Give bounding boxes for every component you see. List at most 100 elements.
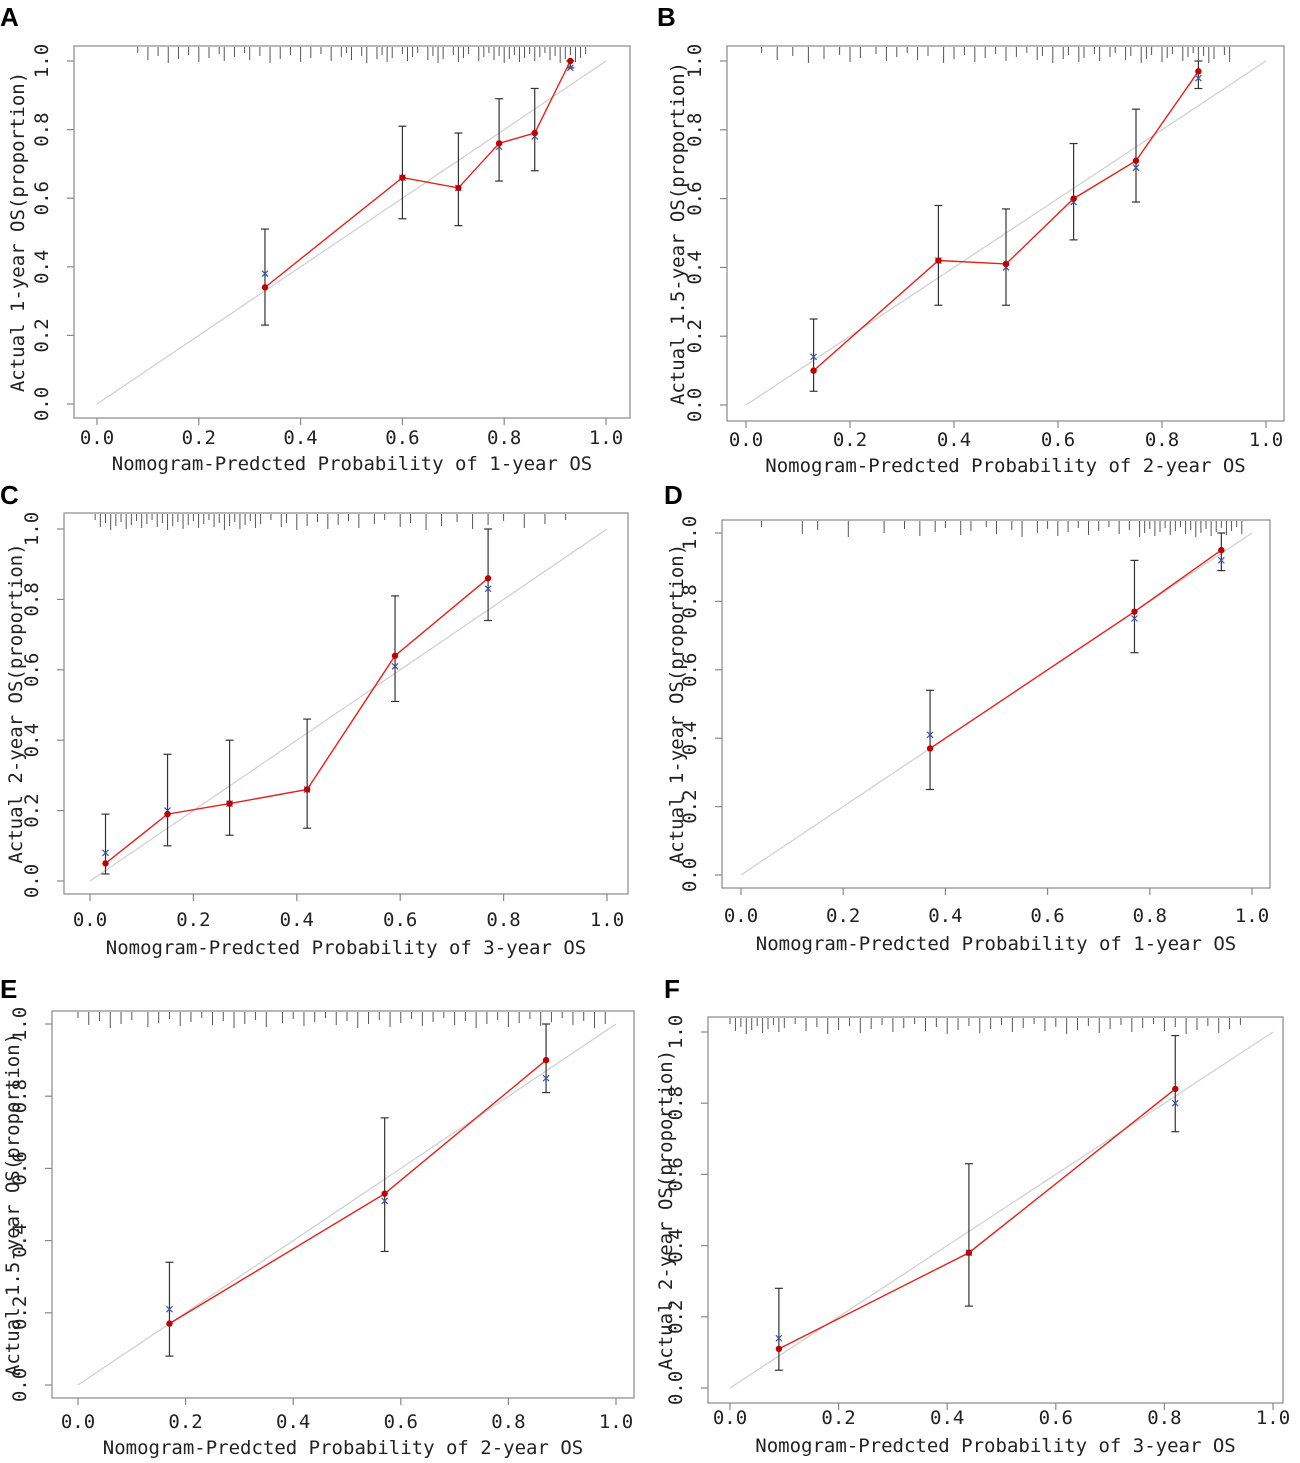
y-tick-label: 0.8 [31,112,53,146]
x-tick-label: 0.8 [486,909,520,931]
observed-point [1070,195,1077,202]
y-axis-title: Actual 2-year OS(proportion) [655,1050,677,1370]
x-tick-label: 0.6 [1030,905,1064,927]
panel-letter: B [657,2,676,32]
x-axis-title: Nomogram-Predcted Probability of 1-year … [756,933,1236,955]
y-tick-label: 0.2 [679,789,701,823]
y-tick-label: 1.0 [665,1015,687,1049]
plot-frame [721,519,1271,889]
x-tick-label: 1.0 [599,1411,633,1433]
panel-e: E 0.0 0.2 0.4 0.6 0.8 1.0 0.0 0.2 0.4 0.6 0.8 1.0 Nom… [0,974,635,1459]
x-tick-label: 0.0 [724,905,758,927]
plot-frame [707,1016,1284,1404]
x-axis-title: Nomogram-Predcted Probability of 2-year … [103,1437,583,1458]
observed-point [810,367,817,374]
y-tick-label: 0.4 [9,1223,31,1257]
x-tick-label: 1.0 [1256,1407,1290,1429]
apparent-x-mark [484,585,492,593]
x-tick-label: 0.6 [383,909,417,931]
observed-point [391,652,399,659]
plot-frame [73,45,631,419]
x-tick-label: 0.8 [1147,1407,1181,1429]
observed-point [542,1056,550,1064]
x-tick-label: 0.2 [182,427,216,449]
ideal-line [89,528,608,882]
observed-point [303,786,311,793]
x-tick-label: 1.0 [589,427,623,449]
y-tick-label: 0.2 [21,793,43,827]
y-tick-label: 0.4 [665,1228,687,1262]
observed-point [484,575,492,582]
panel-letter: F [664,974,680,1004]
y-axis-title: Actual 1-year OS(proportion) [7,72,29,392]
x-tick-label: 0.4 [276,1411,310,1433]
x-tick-label: 0.2 [821,1407,855,1429]
apparent-x-mark [381,1197,389,1205]
apparent-x-mark [775,1334,783,1342]
x-tick-label: 1.0 [590,909,624,931]
x-tick-label: 0.8 [491,1411,525,1433]
observed-point [1218,546,1225,554]
y-axis-title: Actual 2-year OS(proportion) [5,543,27,863]
x-tick-label: 0.8 [1133,905,1167,927]
panel-f: F 0.0 0.2 0.4 0.6 0.8 1.0 0.0 0.2 0.4 0.6 0.8 1.0 Nom… [655,974,1290,1457]
y-tick-label: 0.0 [9,1368,31,1402]
apparent-x-mark [1131,615,1138,622]
x-tick-label: 0.4 [930,1407,964,1429]
panel-b: B0.0 0.2 0.4 0.6 0.8 1.00.00.20.40.60.81.0Nom… [657,2,1285,477]
apparent-x-mark [1194,74,1202,82]
y-axis-title: Actual 1.5-year OS(proportion) [667,62,689,405]
observed-point [775,1345,783,1353]
observed-point [399,174,406,181]
observed-point [381,1190,388,1197]
plot-frame [51,1010,635,1399]
observed-point [495,140,503,147]
y-tick-label: 0.0 [31,387,53,421]
y-tick-label: 0.8 [684,113,706,147]
apparent-x-mark [1132,164,1140,172]
x-tick-label: 0.0 [729,429,763,451]
observed-point [1131,608,1138,615]
plot-frame [726,45,1285,422]
calibration-line [169,1059,547,1325]
y-tick-label: 0.2 [665,1300,687,1334]
y-tick-label: 0.0 [684,388,706,422]
y-tick-label: 0.4 [679,721,701,755]
x-tick-label: 0.0 [61,1411,95,1433]
y-tick-label: 0.0 [665,1371,687,1405]
panel-letter: A [0,2,19,32]
x-tick-label: 0.4 [937,429,971,451]
observed-point [164,810,171,818]
observed-point [1132,157,1140,164]
observed-point [1002,260,1010,268]
observed-point [531,129,538,137]
x-tick-label: 0.6 [385,427,419,449]
observed-point [1195,68,1202,75]
y-tick-label: 0.0 [21,864,43,898]
x-tick-label: 0.2 [168,1411,202,1433]
y-axis-title: Actual 1-year OS(proportion) [666,544,688,864]
observed-point [166,1320,173,1327]
x-tick-label: 0.6 [1039,1407,1073,1429]
y-tick-label: 0.6 [21,653,43,687]
y-tick-label: 0.4 [684,250,706,284]
apparent-x-mark [1217,556,1225,564]
x-tick-label: 0.2 [833,429,867,451]
y-tick-label: 0.8 [9,1079,31,1113]
x-tick-label: 0.2 [826,905,860,927]
observed-point [567,57,574,65]
x-tick-label: 1.0 [1249,429,1283,451]
y-tick-label: 0.6 [679,653,701,687]
x-axis-title: Nomogram-Predcted Probability of 1-year … [112,453,592,475]
x-tick-label: 0.4 [283,427,317,449]
y-tick-label: 0.8 [21,582,43,616]
calibration-line [105,577,489,864]
apparent-x-mark [542,1074,550,1082]
x-tick-label: 1.0 [1235,905,1269,927]
observed-point [455,184,462,192]
y-tick-label: 0.8 [665,1086,687,1120]
calibration-line [778,1088,1176,1350]
x-tick-label: 0.6 [384,1411,418,1433]
y-tick-label: 1.0 [679,516,701,550]
